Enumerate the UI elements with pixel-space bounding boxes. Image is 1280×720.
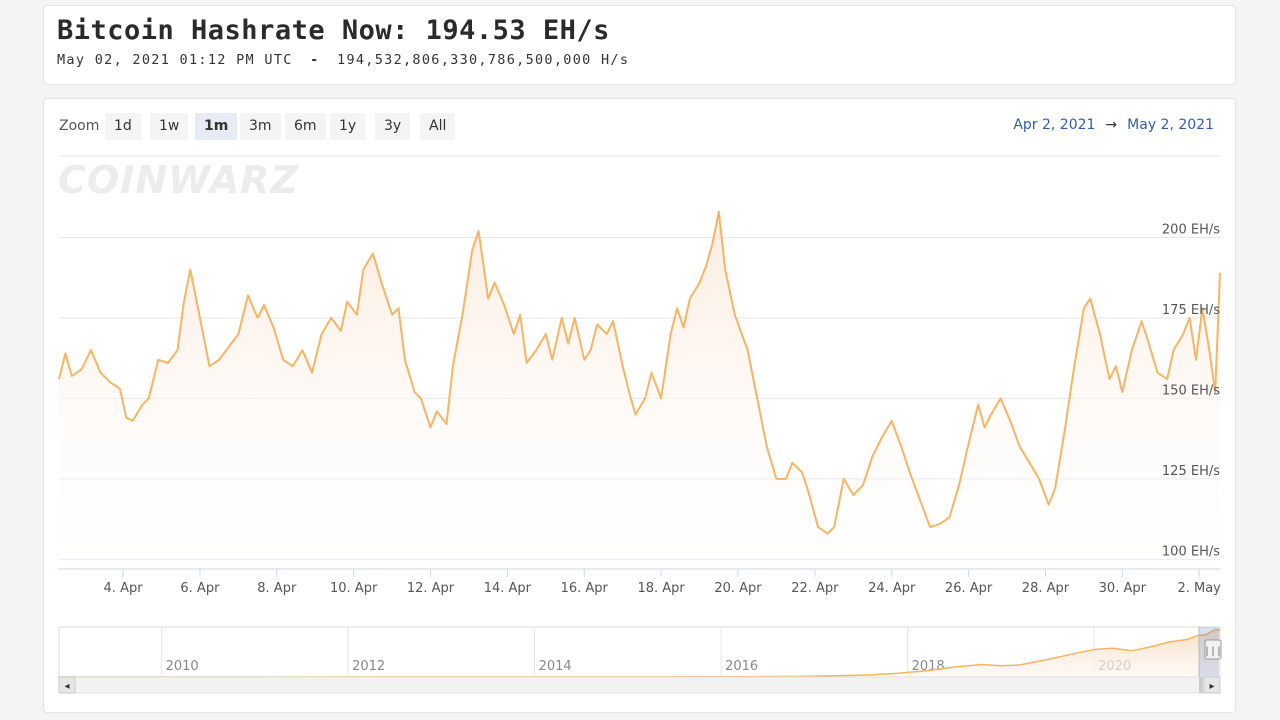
hashrate-subtitle: May 02, 2021 01:12 PM UTC - 194,532,806,…: [57, 52, 629, 68]
x-axis-ticks: 4. Apr 6. Apr 8. Apr 10. Apr 12. Apr 14. Apr 1…: [104, 569, 1221, 596]
y-tick-label: 200 EH/s: [1162, 222, 1220, 237]
x-tick-label: 22. Apr: [791, 581, 839, 596]
hashrate-series-line: [58, 210, 1221, 535]
zoom-3m-button[interactable]: 3m: [240, 113, 281, 140]
x-tick-label: 2. May: [1177, 581, 1221, 596]
navigator-year-label: 2010: [166, 659, 199, 674]
zoom-6m-button[interactable]: 6m: [285, 113, 326, 140]
hashrate-area-fill: [59, 211, 1220, 569]
x-tick-label: 8. Apr: [257, 581, 297, 596]
navigator-year-label: 2014: [539, 659, 572, 674]
scroll-right-arrow-icon: ▸: [1209, 681, 1214, 692]
x-tick-label: 30. Apr: [1099, 581, 1147, 596]
x-tick-label: 10. Apr: [330, 581, 378, 596]
x-tick-label: 26. Apr: [945, 581, 993, 596]
scrollbar-track[interactable]: [58, 676, 1221, 694]
zoom-all-button[interactable]: All: [420, 113, 456, 140]
x-tick-label: 18. Apr: [637, 581, 685, 596]
navigator-area-fill: [59, 629, 1220, 677]
navigator[interactable]: 201020122014201620182020|||◂▸: [58, 626, 1222, 694]
handle-grip-icon: |||: [1204, 646, 1222, 657]
zoom-1m-button[interactable]: 1m: [195, 113, 238, 140]
zoom-label: Zoom: [59, 118, 100, 134]
x-tick-label: 12. Apr: [407, 581, 455, 596]
range-start-date[interactable]: Apr 2, 2021: [1013, 117, 1096, 133]
chart-panel: COINWARZ 200 EH/s 175 EH/s 150 EH/s 125 EH/…: [43, 98, 1236, 713]
y-tick-label: 100 EH/s: [1162, 544, 1220, 559]
navigator-year-label: 2012: [352, 659, 385, 674]
zoom-3y-button[interactable]: 3y: [375, 113, 411, 140]
x-tick-label: 6. Apr: [180, 581, 220, 596]
x-tick-label: 14. Apr: [484, 581, 532, 596]
separator: -: [310, 52, 320, 68]
range-arrow-icon: →: [1105, 117, 1118, 133]
coinwarz-watermark-logo: COINWARZ: [58, 158, 299, 202]
navigator-year-label: 2016: [725, 659, 758, 674]
header-panel: Bitcoin Hashrate Now: 194.53 EH/s May 02…: [43, 5, 1236, 85]
range-end-date[interactable]: May 2, 2021: [1127, 117, 1214, 133]
y-axis-labels: 200 EH/s 175 EH/s 150 EH/s 125 EH/s 100 EH/s: [1162, 222, 1220, 559]
navigator-handle-right[interactable]: [1204, 639, 1222, 660]
scroll-left-arrow-icon: ◂: [64, 681, 69, 692]
x-tick-label: 20. Apr: [714, 581, 762, 596]
x-tick-label: 28. Apr: [1022, 581, 1070, 596]
date-range: Apr 2, 2021 → May 2, 2021: [1013, 117, 1214, 133]
scrollbar-thumb[interactable]: [1199, 677, 1203, 693]
watermark-text: COINWARZ: [58, 158, 299, 202]
y-tick-label: 150 EH/s: [1162, 383, 1220, 398]
y-tick-label: 125 EH/s: [1162, 464, 1220, 479]
y-tick-label: 175 EH/s: [1162, 303, 1220, 318]
x-tick-label: 16. Apr: [561, 581, 609, 596]
hashrate-full-value: 194,532,806,330,786,500,000 H/s: [337, 52, 630, 68]
zoom-1y-button[interactable]: 1y: [330, 113, 366, 140]
page-title: Bitcoin Hashrate Now: 194.53 EH/s: [57, 15, 610, 46]
scrollbar-right-button[interactable]: [1203, 676, 1221, 694]
x-tick-label: 4. Apr: [104, 581, 144, 596]
scrollbar-left-button[interactable]: [58, 676, 76, 694]
hashrate-chart: COINWARZ 200 EH/s 175 EH/s 150 EH/s 125 EH/…: [58, 155, 1222, 694]
zoom-1d-button[interactable]: 1d: [105, 113, 141, 140]
x-tick-label: 24. Apr: [868, 581, 916, 596]
zoom-1w-button[interactable]: 1w: [150, 113, 189, 140]
timestamp: May 02, 2021 01:12 PM UTC: [57, 52, 293, 68]
